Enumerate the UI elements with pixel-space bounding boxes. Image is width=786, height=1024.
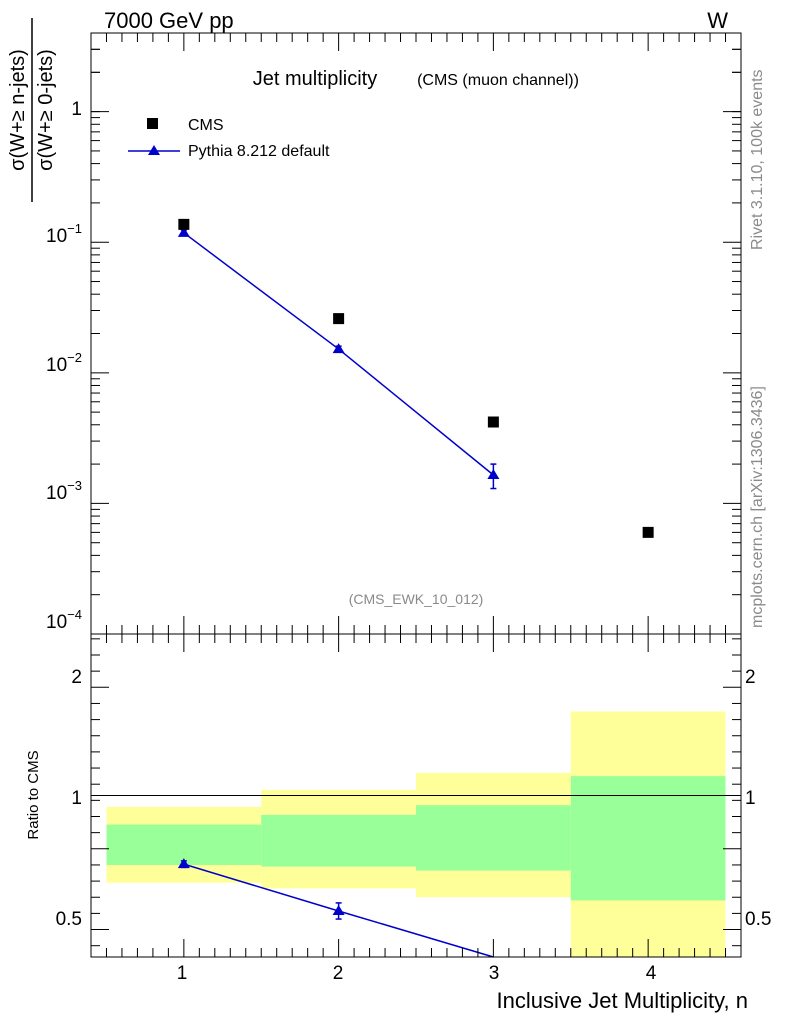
xtick-label-2: 2: [333, 963, 344, 984]
chart-subtitle: (CMS (muon channel)): [417, 72, 579, 89]
pythia-line: [183, 232, 494, 476]
ratio-pythia-point: [332, 904, 345, 915]
main-panel: Jet multiplicity (CMS (muon channel)) (C…: [7, 18, 742, 635]
ytick-label-1e-2: 10−2: [46, 350, 82, 376]
pythia-point: [332, 343, 345, 354]
ratio-axes-layer: [90, 633, 742, 958]
energy-label: 7000 GeV pp: [104, 8, 234, 33]
xtick-label-4: 4: [646, 963, 657, 984]
ratio-panel: Ratio to CMS 0.5 1 2 0.5 1 2 1 2 3 4 Inc…: [25, 633, 771, 1013]
xtick-label-1: 1: [177, 963, 188, 984]
cms-point: [487, 416, 499, 428]
ratio-ytick-label-1: 1: [71, 788, 82, 809]
main-ylabel: σ(W+≥ n-jets) σ(W+≥ 0-jets): [7, 18, 57, 202]
chart-title: Jet multiplicity: [253, 68, 377, 90]
ratio-bands-layer: [106, 711, 726, 957]
ratio-ytick-labels-left: 0.5 1 2: [56, 667, 82, 930]
ratio-ytick-label-right-1: 1: [745, 788, 756, 809]
legend-marker-cms: [147, 118, 158, 129]
x-axis-label: Inclusive Jet Multiplicity, n: [497, 988, 748, 1013]
legend-marker-pythia: [148, 145, 160, 155]
cms-point: [642, 526, 654, 538]
ytick-label-1e-3: 10−3: [46, 478, 82, 504]
legend: CMS Pythia 8.212 default: [128, 117, 330, 160]
cms-point: [333, 313, 345, 325]
ratio-ylabel: Ratio to CMS: [25, 750, 42, 839]
main-series-layer: [177, 218, 654, 538]
ratio-ytick-label-right-2: 2: [745, 667, 756, 688]
xtick-labels: 1 2 3 4: [177, 963, 657, 984]
ylabel-numerator: σ(W+≥ n-jets): [7, 49, 29, 171]
uncertainty-band-inner: [261, 814, 416, 867]
analysis-label: (CMS_EWK_10_012): [349, 591, 484, 607]
ratio-ytick-label-0.5: 0.5: [56, 909, 82, 930]
ratio-series-layer: [177, 858, 494, 958]
ylabel-denominator: σ(W+≥ 0-jets): [35, 49, 57, 171]
ratio-ytick-label-right-0.5: 0.5: [745, 909, 771, 930]
ytick-label-1e-1: 10−1: [46, 221, 82, 247]
uncertainty-band-inner: [416, 805, 571, 871]
ratio-ytick-labels-right: 0.5 1 2: [745, 667, 771, 930]
uncertainty-band-inner: [570, 776, 726, 901]
legend-label-cms: CMS: [188, 117, 224, 134]
ratio-pythia-point: [177, 858, 190, 869]
ytick-label-1: 1: [71, 99, 82, 120]
mcplots-label: mcplots.cern.ch [arXiv:1306.3436]: [749, 386, 766, 628]
xtick-label-3: 3: [489, 963, 500, 984]
main-ytick-labels: 1 10−1 10−2 10−3 10−4: [46, 99, 82, 633]
pythia-point: [487, 469, 500, 480]
ratio-ytick-label-2: 2: [71, 667, 82, 688]
legend-label-pythia: Pythia 8.212 default: [188, 143, 330, 160]
process-label: W: [707, 8, 728, 33]
cms-point: [178, 218, 190, 230]
rivet-label: Rivet 3.1.10, 100k events: [749, 69, 766, 250]
ytick-label-1e-4: 10−4: [46, 607, 82, 633]
pythia-point: [177, 226, 190, 237]
